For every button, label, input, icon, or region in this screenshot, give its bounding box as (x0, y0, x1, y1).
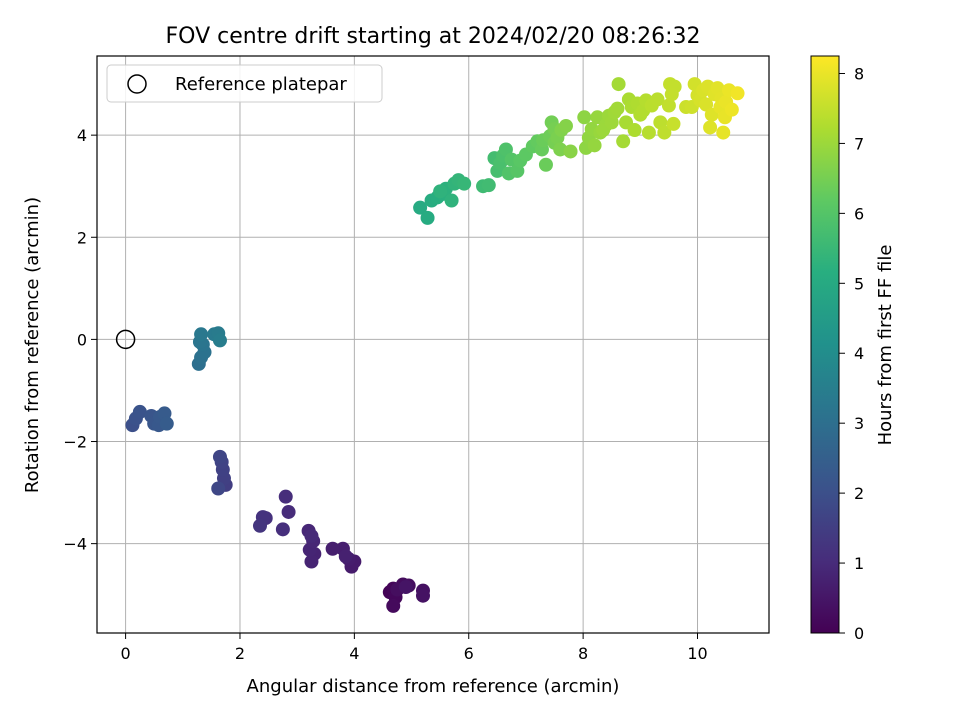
x-axis-label: Angular distance from reference (arcmin) (247, 676, 620, 697)
data-point (699, 97, 714, 112)
colorbar-tick-label: 1 (854, 554, 864, 573)
data-point (627, 123, 642, 138)
data-point (211, 481, 226, 496)
data-point (724, 102, 739, 117)
y-tick-label: −4 (63, 535, 87, 554)
data-point (398, 580, 413, 595)
data-point (498, 142, 513, 157)
y-tick-label: 4 (77, 126, 87, 145)
colorbar-tick-label: 2 (854, 484, 864, 503)
colorbar: 0 1 2 3 4 5 6 7 8 Hours from first FF file (810, 55, 896, 643)
data-point (666, 116, 681, 131)
colorbar-label: Hours from first FF file (875, 245, 896, 446)
x-tick-label: 2 (235, 644, 245, 663)
data-point (252, 518, 267, 533)
data-point (444, 193, 459, 208)
reference-platepar-marker (115, 329, 136, 350)
colorbar-tick-label: 6 (854, 204, 864, 223)
colorbar-tick-label: 0 (854, 624, 864, 643)
data-point (657, 125, 672, 140)
data-point (420, 210, 435, 225)
data-point (212, 449, 227, 464)
colorbar-tick-label: 8 (854, 64, 864, 83)
colorbar-ticks: 0 1 2 3 4 5 6 7 8 (839, 64, 864, 643)
y-axis-label: Rotation from reference (arcmin) (22, 197, 43, 493)
data-point (304, 554, 319, 569)
x-tick-label: 6 (464, 644, 474, 663)
data-point (587, 138, 602, 153)
x-tick-label: 10 (687, 644, 707, 663)
data-point (661, 98, 676, 113)
x-tick-label: 0 (121, 644, 131, 663)
y-axis-ticks: −4 −2 0 2 4 (63, 126, 97, 554)
data-point (610, 101, 625, 116)
colorbar-tick-label: 5 (854, 274, 864, 293)
data-point (278, 489, 293, 504)
grid-lines (97, 56, 769, 633)
data-point (338, 549, 353, 564)
data-point (650, 92, 665, 107)
data-point (577, 110, 592, 125)
data-point (304, 528, 319, 543)
y-tick-label: −2 (63, 433, 87, 452)
data-points (125, 77, 745, 613)
colorbar-gradient (810, 55, 840, 634)
data-point (386, 598, 401, 613)
data-point (641, 125, 656, 140)
data-point (481, 178, 496, 193)
data-point (413, 200, 428, 215)
colorbar-tick-label: 4 (854, 344, 864, 363)
legend-entry-reference: Reference platepar (175, 74, 347, 95)
data-point (730, 86, 745, 101)
legend: Reference platepar (106, 64, 383, 103)
data-point (616, 134, 631, 149)
x-tick-label: 8 (578, 644, 588, 663)
x-tick-label: 4 (349, 644, 359, 663)
data-point (281, 504, 296, 519)
data-point (664, 87, 679, 102)
colorbar-tick-label: 3 (854, 414, 864, 433)
data-point (558, 118, 573, 133)
data-point (538, 157, 553, 172)
data-point (415, 588, 430, 603)
chart-title: FOV centre drift starting at 2024/02/20 … (166, 24, 701, 49)
colorbar-tick-label: 7 (854, 134, 864, 153)
data-point (563, 144, 578, 159)
data-point (457, 176, 472, 191)
data-point (703, 120, 718, 135)
data-point (433, 184, 448, 199)
data-point (716, 125, 731, 140)
plot-area-frame (96, 55, 770, 634)
data-point (212, 333, 227, 348)
x-axis-ticks: 0 2 4 6 8 10 (121, 633, 708, 663)
data-point (325, 541, 340, 556)
legend-box (106, 64, 383, 103)
y-tick-label: 0 (77, 330, 87, 349)
data-point (275, 522, 290, 537)
data-point (159, 416, 174, 431)
legend-marker (127, 74, 147, 94)
data-point (611, 77, 626, 92)
y-tick-label: 2 (77, 228, 87, 247)
data-point (194, 327, 209, 342)
data-point (132, 404, 147, 419)
